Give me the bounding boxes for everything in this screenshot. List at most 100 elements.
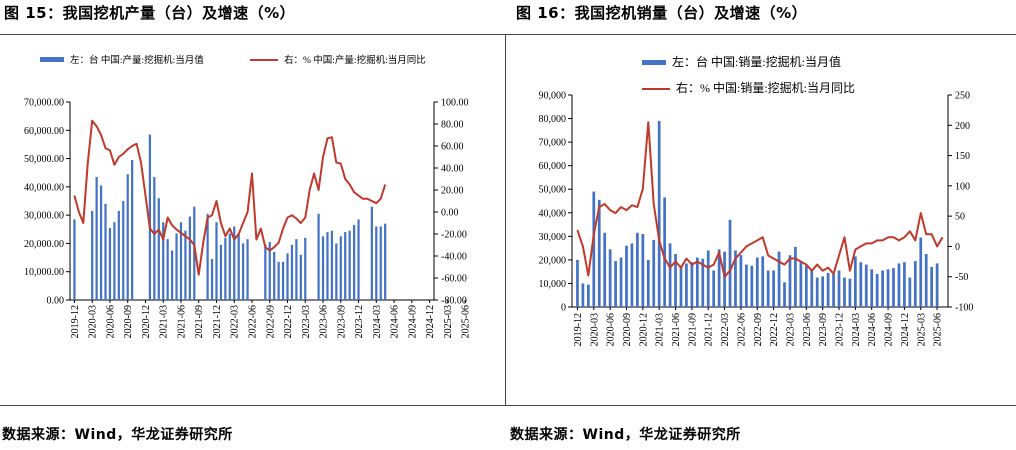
bar bbox=[375, 226, 378, 300]
x-tick-label: 2023-03 bbox=[301, 305, 312, 338]
bar bbox=[810, 269, 814, 307]
left-tick-label: 60,000.00 bbox=[24, 126, 64, 137]
x-tick-label: 2021-12 bbox=[212, 305, 223, 338]
bar bbox=[723, 251, 726, 307]
x-tick-label: 2020-06 bbox=[106, 305, 117, 338]
bar bbox=[706, 250, 710, 307]
x-tick-label: 2023-03 bbox=[786, 313, 797, 346]
bar bbox=[95, 176, 98, 300]
x-tick-label: 2023-12 bbox=[835, 313, 846, 346]
bar bbox=[210, 258, 214, 300]
bar bbox=[179, 222, 183, 300]
bar bbox=[586, 284, 590, 307]
bar bbox=[832, 274, 835, 307]
bar bbox=[772, 270, 775, 307]
left-tick-label: 0 bbox=[561, 303, 566, 314]
bar bbox=[295, 239, 298, 300]
bar bbox=[281, 261, 285, 300]
x-tick-label: 2023-06 bbox=[319, 305, 330, 338]
left-tick-label: 10,000.00 bbox=[24, 267, 64, 278]
bar bbox=[157, 198, 160, 300]
bar bbox=[854, 256, 857, 307]
x-tick-label: 2023-12 bbox=[354, 305, 365, 338]
bar bbox=[166, 239, 169, 300]
x-tick-label: 2020-12 bbox=[638, 313, 649, 346]
bar bbox=[924, 254, 928, 307]
bar bbox=[745, 264, 748, 307]
bar bbox=[734, 250, 737, 307]
figure-15-title: 图 15：我国挖机产量（台）及增速（%） bbox=[4, 4, 296, 22]
right-tick-label: -100 bbox=[955, 303, 973, 314]
bar bbox=[126, 174, 129, 300]
bar bbox=[188, 216, 191, 300]
legend-line-label: 右：% 中国:销量:挖掘机:当月同比 bbox=[676, 80, 855, 95]
bar bbox=[384, 223, 387, 300]
bar bbox=[935, 263, 939, 307]
bar bbox=[701, 258, 705, 307]
bar bbox=[122, 201, 125, 300]
bar bbox=[348, 230, 351, 300]
x-tick-label: 2024-12 bbox=[425, 305, 436, 338]
bar bbox=[794, 246, 797, 307]
x-tick-label: 2023-09 bbox=[818, 313, 829, 346]
bar bbox=[224, 237, 227, 300]
bar bbox=[717, 249, 721, 307]
left-tick-label: 70,000 bbox=[539, 138, 567, 149]
x-tick-label: 2020-03 bbox=[88, 305, 99, 338]
left-tick-label: 40,000.00 bbox=[24, 182, 64, 193]
bar bbox=[73, 219, 76, 300]
bar bbox=[113, 222, 116, 300]
x-tick-label: 2021-03 bbox=[655, 313, 666, 346]
bar bbox=[668, 243, 672, 307]
bar bbox=[641, 233, 645, 307]
bar bbox=[117, 210, 120, 300]
bar bbox=[897, 263, 901, 307]
left-tick-label: 20,000 bbox=[539, 255, 567, 266]
bar bbox=[206, 213, 209, 300]
bar bbox=[848, 278, 852, 307]
figure-16-title: 图 16：我国挖机销量（台）及增速（%） bbox=[516, 4, 808, 22]
bar bbox=[91, 210, 94, 300]
bar bbox=[304, 237, 307, 300]
right-tick-label: 50 bbox=[955, 212, 965, 223]
bar bbox=[799, 262, 803, 307]
right-tick-label: 200 bbox=[955, 121, 970, 132]
left-tick-label: 10,000 bbox=[539, 279, 567, 290]
legend-bar-label: 左：台 中国:产量:挖掘机:当月值 bbox=[70, 54, 204, 66]
bar bbox=[335, 243, 338, 300]
bar bbox=[903, 262, 906, 307]
bar bbox=[614, 261, 617, 307]
bar bbox=[777, 251, 781, 307]
x-tick-label: 2020-09 bbox=[123, 305, 134, 338]
bar bbox=[286, 253, 289, 300]
legend-bar-label: 左：台 中国:销量:挖掘机:当月值 bbox=[672, 54, 841, 69]
bar bbox=[843, 277, 846, 307]
x-tick-label: 2024-12 bbox=[900, 313, 911, 346]
bar bbox=[864, 264, 868, 307]
right-tick-label: 100.00 bbox=[441, 98, 469, 109]
bar bbox=[783, 282, 786, 307]
x-tick-label: 2023-09 bbox=[336, 305, 347, 338]
bar bbox=[636, 232, 639, 307]
x-tick-label: 2020-06 bbox=[606, 313, 617, 346]
bar bbox=[619, 257, 623, 307]
right-tick-label: 40.00 bbox=[441, 164, 464, 175]
right-tick-label: 20.00 bbox=[441, 186, 464, 197]
x-tick-label: 2022-06 bbox=[248, 305, 259, 338]
right-tick-label: -80.00 bbox=[441, 296, 467, 307]
x-tick-label: 2022-09 bbox=[265, 305, 276, 338]
left-tick-label: 50,000 bbox=[539, 185, 567, 196]
bar bbox=[657, 120, 661, 308]
x-tick-label: 2023-06 bbox=[802, 313, 813, 346]
bar bbox=[193, 206, 196, 300]
x-tick-label: 2022-03 bbox=[720, 313, 731, 346]
bar bbox=[766, 270, 770, 307]
x-tick-label: 2025-03 bbox=[443, 305, 454, 338]
x-tick-label: 2024-09 bbox=[407, 305, 418, 338]
left-tick-label: 30,000.00 bbox=[24, 211, 64, 222]
bar bbox=[815, 277, 819, 307]
x-tick-label: 2024-09 bbox=[884, 313, 895, 346]
x-tick-label: 2024-03 bbox=[372, 305, 383, 338]
figure-15-source: 数据来源：Wind，华龙证券研究所 bbox=[2, 427, 233, 443]
bar bbox=[859, 262, 863, 307]
